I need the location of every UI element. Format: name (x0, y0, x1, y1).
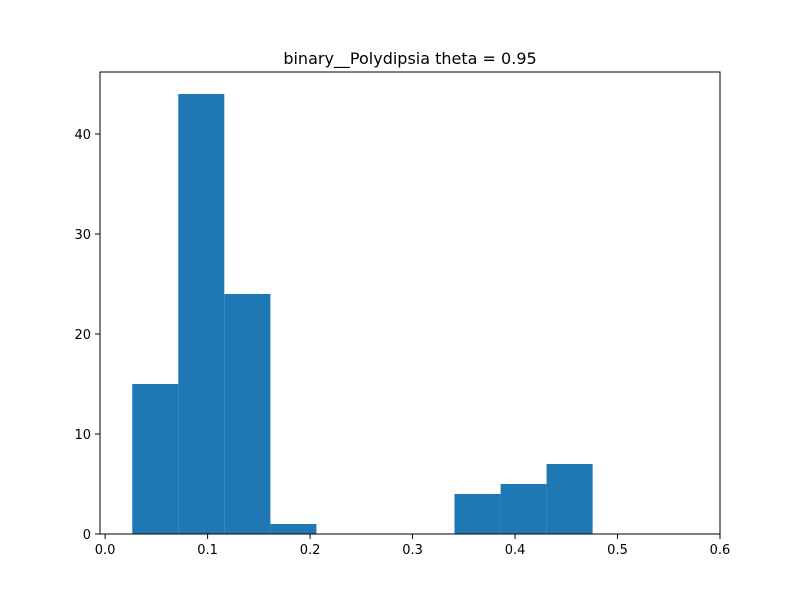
x-axis-ticks: 0.0 0.1 0.2 0.3 0.4 0.5 0.6 (95, 534, 731, 558)
x-tick-label: 0.6 (710, 543, 731, 558)
histogram-bars (132, 94, 593, 534)
y-tick-label: 10 (74, 428, 91, 443)
histogram-bar-7 (454, 494, 501, 534)
x-tick-label: 0.2 (300, 543, 321, 558)
x-tick-label: 0.0 (95, 543, 116, 558)
histogram-bar-8 (500, 484, 547, 534)
histogram-bar-1 (178, 94, 225, 534)
x-tick-label: 0.4 (505, 543, 526, 558)
histogram-bar-9 (546, 464, 593, 534)
y-axis-ticks: 0 10 20 30 40 (74, 128, 100, 543)
histogram-bar-2 (224, 294, 271, 534)
histogram-bar-3 (270, 524, 317, 534)
y-tick-label: 30 (74, 228, 91, 243)
y-tick-label: 40 (74, 128, 91, 143)
chart-title: binary__Polydipsia theta = 0.95 (283, 49, 536, 69)
y-tick-label: 20 (74, 328, 91, 343)
plot-frame (99, 71, 721, 535)
x-tick-label: 0.3 (402, 543, 423, 558)
x-tick-label: 0.1 (197, 543, 218, 558)
y-tick-label: 0 (83, 528, 91, 543)
x-tick-label: 0.5 (607, 543, 628, 558)
histogram-bar-0 (132, 384, 179, 534)
